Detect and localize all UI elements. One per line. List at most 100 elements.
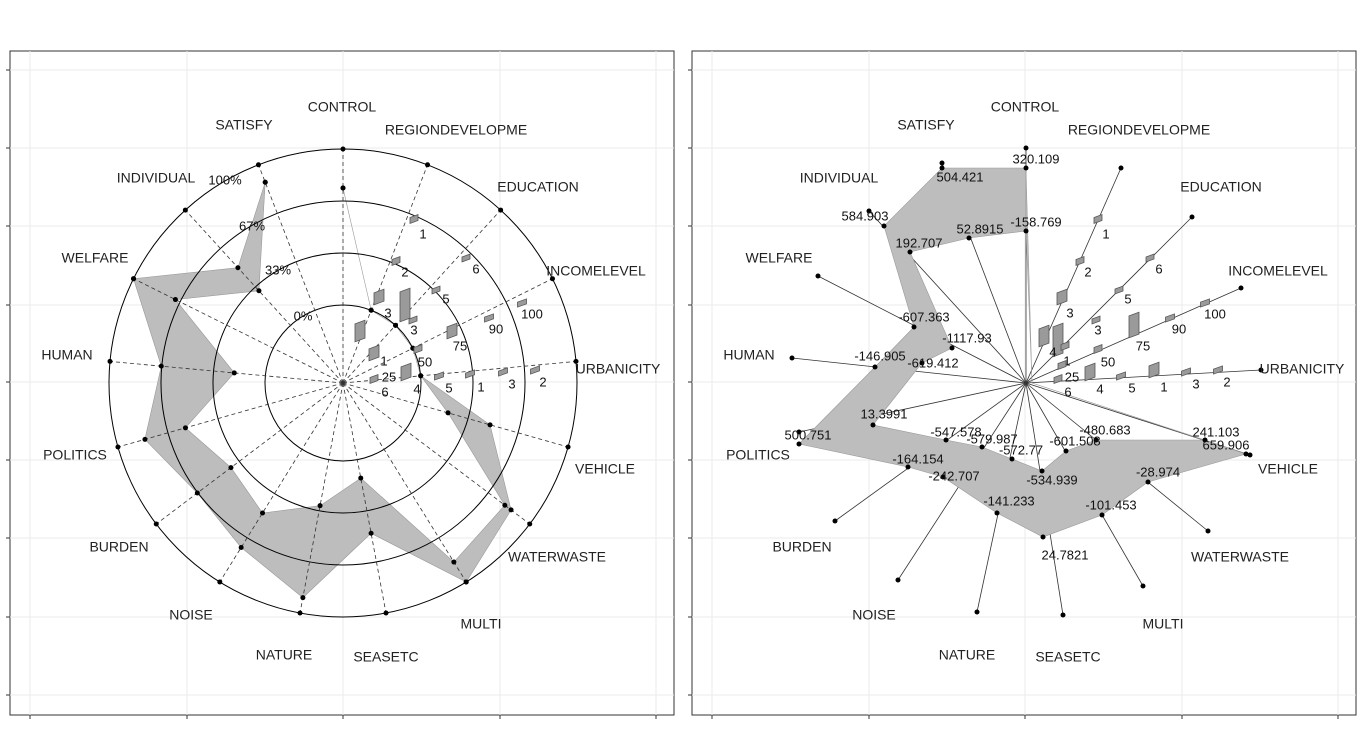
axis-scale-label: 2 [401, 264, 408, 279]
category-marker [446, 322, 458, 340]
category-marker [391, 255, 401, 267]
category-marker [1075, 255, 1085, 267]
category-label: MULTI [461, 616, 502, 632]
radar-spoke-end [425, 162, 431, 168]
category-marker [1116, 371, 1126, 381]
data-point [487, 422, 493, 428]
radar-spoke-end [498, 207, 504, 213]
axis-scale-label: 90 [489, 321, 503, 336]
category-marker [1060, 340, 1070, 352]
radar-spoke-end [383, 610, 389, 616]
radar-spoke-end [1258, 367, 1264, 373]
category-label: SATISFY [215, 117, 273, 133]
category-label: CONTROL [308, 99, 377, 115]
category-label: HUMAN [41, 347, 92, 363]
category-marker [1093, 213, 1103, 225]
data-point [368, 530, 374, 536]
ring-label: 100% [208, 172, 242, 187]
data-point [317, 503, 323, 509]
category-label: HUMAN [723, 347, 774, 363]
radar-spoke [1025, 369, 1262, 384]
data-label-upper: -607.363 [898, 309, 949, 324]
axis-scale-label: 2 [539, 374, 546, 389]
axis-scale-label: 6 [381, 384, 388, 399]
radar-spoke [342, 382, 530, 525]
data-point [1099, 512, 1105, 518]
category-marker [400, 362, 412, 382]
data-point [907, 249, 913, 255]
data-label-lower: -579.987 [966, 431, 1017, 446]
data-label-upper: -146.905 [854, 348, 905, 363]
category-marker [1213, 365, 1223, 375]
radar-spoke-end [573, 358, 579, 364]
data-point [182, 425, 188, 431]
category-marker [1038, 324, 1050, 348]
category-marker [465, 369, 475, 379]
data-point [451, 559, 457, 565]
radar-spoke-end [796, 429, 802, 435]
right-panel: 320.109 659.906 -28.974 -101.453 24.7821 -141… [688, 50, 1357, 719]
data-point [905, 464, 911, 470]
data-point [131, 276, 137, 282]
data-label-upper: 504.421 [937, 169, 984, 184]
data-point [943, 437, 949, 443]
data-point [966, 235, 972, 241]
left-radar-content: 0% 33% 67% 100% CONTROL REGIONDEVELOPME EDUCAT… [41, 99, 661, 665]
category-marker [1200, 298, 1210, 308]
data-label-lower: -619.412 [907, 355, 958, 370]
category-label: NOISE [169, 607, 213, 623]
radar-spoke-end [340, 146, 346, 152]
category-label: NATURE [256, 647, 313, 663]
data-point [1009, 456, 1015, 462]
category-marker [1128, 311, 1140, 339]
left-panel: 0% 33% 67% 100% CONTROL REGIONDEVELOPME EDUCAT… [6, 50, 675, 719]
data-point [940, 474, 946, 480]
category-marker [1114, 285, 1124, 295]
data-label-lower: 241.103 [1193, 424, 1240, 439]
category-label: NOISE [852, 607, 896, 623]
axis-scale-label: 100 [1204, 306, 1226, 321]
axis-scale-label: 25 [382, 369, 396, 384]
category-label: URBANICITY [576, 361, 661, 377]
axis-scale-label: 6 [1155, 261, 1162, 276]
radar-spoke-end [939, 160, 945, 166]
data-point [949, 345, 955, 351]
data-point [919, 360, 925, 366]
data-point [368, 307, 374, 313]
category-marker [530, 365, 540, 375]
category-label: POLITICS [43, 447, 107, 463]
category-marker [1057, 359, 1067, 371]
category-label: EDUCATION [497, 179, 578, 195]
data-point [994, 510, 1000, 516]
category-marker [484, 313, 494, 323]
category-label: SEASETC [353, 649, 418, 665]
axis-scale-label: 3 [1192, 376, 1199, 391]
data-point [1023, 165, 1029, 171]
category-marker [1084, 362, 1096, 382]
data-point [228, 465, 234, 471]
axis-scale-label: 3 [508, 376, 515, 391]
data-label-upper: -28.974 [1136, 464, 1180, 479]
data-point [172, 297, 178, 303]
radar-spoke [342, 382, 569, 448]
data-label-upper: -141.233 [983, 493, 1034, 508]
category-label: REGIONDEVELOPME [1068, 122, 1210, 138]
data-point [508, 507, 514, 513]
radar-band-sliver [1031, 382, 1247, 455]
category-marker [461, 253, 471, 263]
category-marker [369, 373, 379, 385]
radar-spoke [342, 361, 577, 384]
radar-spoke-end [815, 273, 821, 279]
category-label: MULTI [1143, 616, 1184, 632]
category-marker [413, 343, 423, 355]
data-point [939, 165, 945, 171]
category-label: BURDEN [89, 539, 148, 555]
data-point [158, 363, 164, 369]
data-point [1039, 468, 1045, 474]
radar-spoke [342, 164, 428, 384]
radar-spoke [109, 361, 344, 384]
radar-spoke-end [1140, 583, 1146, 589]
radar-spoke-end [549, 276, 555, 282]
radar-spoke [342, 382, 387, 614]
data-label-lower: -1117.93 [942, 330, 991, 345]
